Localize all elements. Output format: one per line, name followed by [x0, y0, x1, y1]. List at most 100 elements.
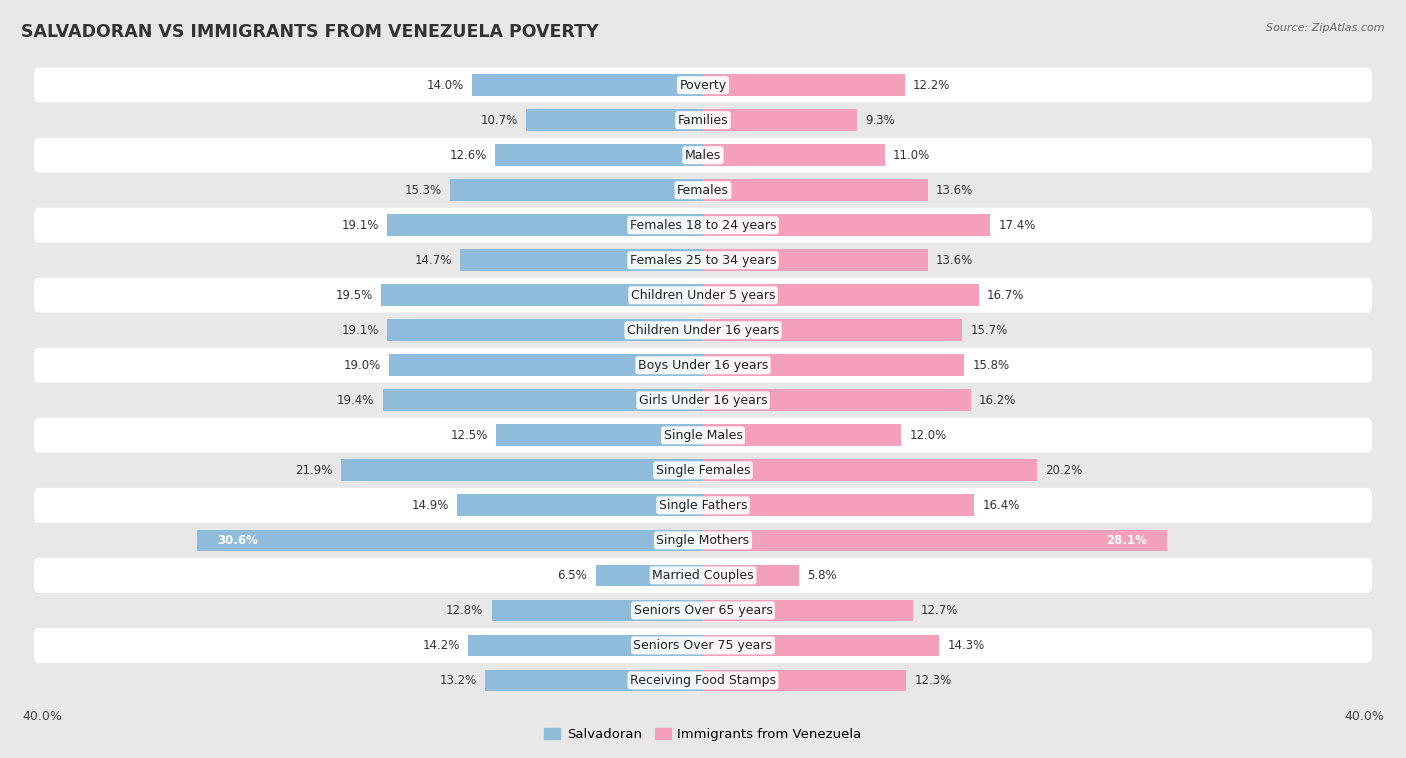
- Text: 30.6%: 30.6%: [218, 534, 259, 547]
- Text: Receiving Food Stamps: Receiving Food Stamps: [630, 674, 776, 687]
- Text: Children Under 5 years: Children Under 5 years: [631, 289, 775, 302]
- Text: 19.1%: 19.1%: [342, 324, 380, 337]
- Text: 19.0%: 19.0%: [343, 359, 381, 371]
- Text: 12.3%: 12.3%: [914, 674, 952, 687]
- Text: Married Couples: Married Couples: [652, 569, 754, 582]
- Text: 20.2%: 20.2%: [1045, 464, 1083, 477]
- Text: 16.2%: 16.2%: [979, 394, 1017, 407]
- Bar: [703, 565, 799, 586]
- Text: 12.2%: 12.2%: [912, 79, 950, 92]
- Text: 14.0%: 14.0%: [426, 79, 464, 92]
- Text: 14.2%: 14.2%: [423, 639, 460, 652]
- FancyBboxPatch shape: [34, 383, 1372, 418]
- FancyBboxPatch shape: [34, 663, 1372, 698]
- Bar: [457, 494, 703, 516]
- FancyBboxPatch shape: [34, 67, 1372, 102]
- Bar: [388, 215, 703, 236]
- FancyBboxPatch shape: [34, 313, 1372, 348]
- Bar: [450, 180, 703, 201]
- FancyBboxPatch shape: [34, 102, 1372, 138]
- FancyBboxPatch shape: [34, 138, 1372, 173]
- Legend: Salvadoran, Immigrants from Venezuela: Salvadoran, Immigrants from Venezuela: [538, 723, 868, 747]
- FancyBboxPatch shape: [34, 523, 1372, 558]
- Text: Males: Males: [685, 149, 721, 161]
- Bar: [496, 424, 703, 446]
- Text: 12.0%: 12.0%: [910, 429, 946, 442]
- FancyBboxPatch shape: [34, 243, 1372, 277]
- FancyBboxPatch shape: [34, 348, 1372, 383]
- Bar: [389, 355, 703, 376]
- Text: Females 18 to 24 years: Females 18 to 24 years: [630, 219, 776, 232]
- Text: 14.3%: 14.3%: [948, 639, 984, 652]
- Bar: [460, 249, 703, 271]
- Text: 15.8%: 15.8%: [973, 359, 1010, 371]
- Text: Single Fathers: Single Fathers: [659, 499, 747, 512]
- Text: 13.2%: 13.2%: [440, 674, 477, 687]
- Text: 13.6%: 13.6%: [936, 183, 973, 196]
- Text: 5.8%: 5.8%: [807, 569, 837, 582]
- Text: 9.3%: 9.3%: [865, 114, 894, 127]
- FancyBboxPatch shape: [34, 593, 1372, 628]
- FancyBboxPatch shape: [34, 277, 1372, 313]
- FancyBboxPatch shape: [34, 488, 1372, 523]
- FancyBboxPatch shape: [34, 418, 1372, 453]
- Text: 15.7%: 15.7%: [970, 324, 1008, 337]
- Bar: [381, 284, 703, 306]
- Bar: [526, 109, 703, 131]
- FancyBboxPatch shape: [34, 558, 1372, 593]
- Bar: [703, 109, 856, 131]
- Text: 12.5%: 12.5%: [451, 429, 488, 442]
- Text: 16.7%: 16.7%: [987, 289, 1025, 302]
- Bar: [703, 74, 904, 96]
- Text: 12.7%: 12.7%: [921, 604, 959, 617]
- Text: 13.6%: 13.6%: [936, 254, 973, 267]
- Bar: [388, 319, 703, 341]
- Text: Girls Under 16 years: Girls Under 16 years: [638, 394, 768, 407]
- Text: 19.5%: 19.5%: [336, 289, 373, 302]
- Text: 14.9%: 14.9%: [411, 499, 449, 512]
- Text: 17.4%: 17.4%: [998, 219, 1036, 232]
- Text: Source: ZipAtlas.com: Source: ZipAtlas.com: [1267, 23, 1385, 33]
- Text: 14.7%: 14.7%: [415, 254, 451, 267]
- Bar: [492, 600, 703, 622]
- Text: Single Females: Single Females: [655, 464, 751, 477]
- Bar: [342, 459, 703, 481]
- Text: SALVADORAN VS IMMIGRANTS FROM VENEZUELA POVERTY: SALVADORAN VS IMMIGRANTS FROM VENEZUELA …: [21, 23, 599, 41]
- Text: 12.6%: 12.6%: [449, 149, 486, 161]
- FancyBboxPatch shape: [34, 628, 1372, 663]
- Bar: [471, 74, 703, 96]
- Bar: [703, 634, 939, 656]
- Bar: [703, 600, 912, 622]
- Text: Seniors Over 75 years: Seniors Over 75 years: [634, 639, 772, 652]
- Text: Females 25 to 34 years: Females 25 to 34 years: [630, 254, 776, 267]
- Text: Single Mothers: Single Mothers: [657, 534, 749, 547]
- Text: 12.8%: 12.8%: [446, 604, 484, 617]
- Bar: [468, 634, 703, 656]
- Text: 19.1%: 19.1%: [342, 219, 380, 232]
- Bar: [703, 355, 965, 376]
- Text: 6.5%: 6.5%: [558, 569, 588, 582]
- Text: Families: Families: [678, 114, 728, 127]
- Bar: [703, 530, 1167, 551]
- Bar: [495, 144, 703, 166]
- Bar: [382, 390, 703, 411]
- Text: 15.3%: 15.3%: [405, 183, 441, 196]
- Text: Boys Under 16 years: Boys Under 16 years: [638, 359, 768, 371]
- Bar: [703, 424, 901, 446]
- Text: 10.7%: 10.7%: [481, 114, 517, 127]
- Bar: [485, 669, 703, 691]
- Bar: [703, 215, 990, 236]
- Text: Children Under 16 years: Children Under 16 years: [627, 324, 779, 337]
- Text: Females: Females: [678, 183, 728, 196]
- Text: 21.9%: 21.9%: [295, 464, 333, 477]
- FancyBboxPatch shape: [34, 173, 1372, 208]
- Bar: [703, 284, 979, 306]
- FancyBboxPatch shape: [34, 453, 1372, 488]
- Text: 19.4%: 19.4%: [337, 394, 374, 407]
- Text: 11.0%: 11.0%: [893, 149, 931, 161]
- Bar: [703, 249, 928, 271]
- Bar: [703, 390, 970, 411]
- Bar: [703, 669, 907, 691]
- Text: 16.4%: 16.4%: [983, 499, 1019, 512]
- Text: Poverty: Poverty: [679, 79, 727, 92]
